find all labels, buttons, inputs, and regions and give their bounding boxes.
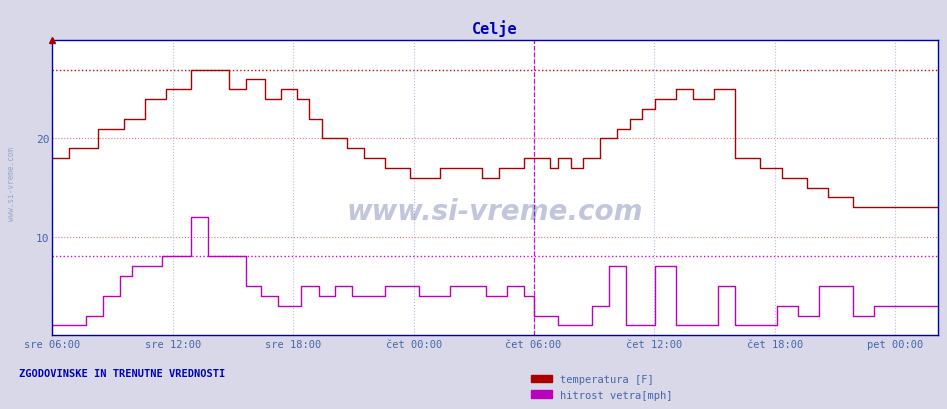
Text: www.si-vreme.com: www.si-vreme.com [347,198,643,226]
Text: ZGODOVINSKE IN TRENUTNE VREDNOSTI: ZGODOVINSKE IN TRENUTNE VREDNOSTI [19,368,225,378]
Text: www.si-vreme.com: www.si-vreme.com [7,147,16,221]
Title: Celje: Celje [472,20,518,37]
Legend: temperatura [F], hitrost vetra[mph]: temperatura [F], hitrost vetra[mph] [527,370,677,404]
